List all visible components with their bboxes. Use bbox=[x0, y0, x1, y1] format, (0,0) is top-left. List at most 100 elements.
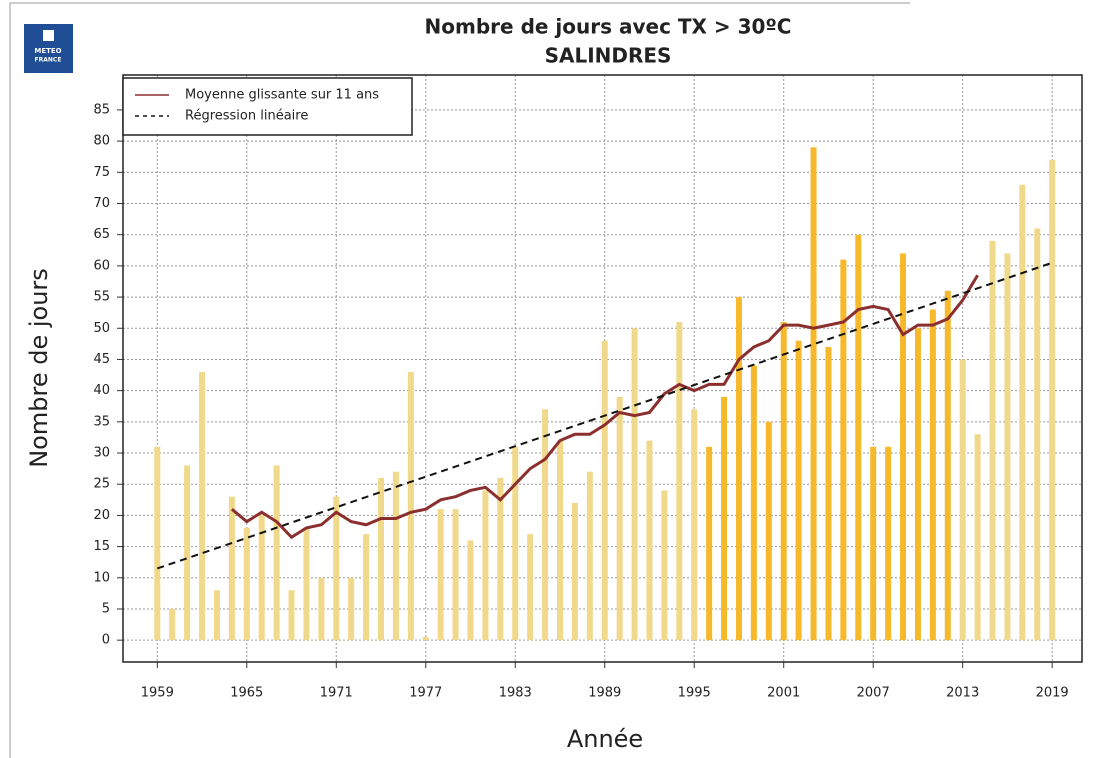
bar bbox=[184, 465, 191, 641]
y-tick-label: 55 bbox=[93, 290, 110, 305]
bar bbox=[765, 421, 772, 641]
bar bbox=[929, 309, 936, 641]
bar bbox=[706, 446, 713, 641]
x-axis-label: Année bbox=[567, 725, 643, 753]
plot-frame bbox=[122, 74, 1083, 663]
legend-label: Régression linéaire bbox=[185, 109, 308, 124]
legend-box bbox=[122, 77, 413, 136]
bar bbox=[1019, 184, 1026, 641]
line-series bbox=[230, 274, 979, 540]
x-tick-label: 1971 bbox=[320, 686, 353, 701]
y-tick-label: 75 bbox=[93, 165, 110, 180]
bar bbox=[527, 534, 534, 641]
bar bbox=[691, 409, 698, 641]
bar bbox=[303, 527, 310, 641]
bar bbox=[482, 490, 489, 641]
y-tick-label: 35 bbox=[93, 414, 110, 429]
bar bbox=[989, 240, 996, 641]
bar bbox=[452, 509, 459, 641]
bar bbox=[556, 440, 563, 641]
bar bbox=[631, 328, 638, 641]
y-tick-label: 70 bbox=[93, 196, 110, 211]
bar bbox=[676, 322, 683, 641]
logo-icon bbox=[43, 30, 54, 41]
y-tick-label: 0 bbox=[102, 633, 110, 648]
x-tick-label: 1995 bbox=[678, 686, 711, 701]
y-tick-label: 5 bbox=[102, 601, 110, 616]
y-tick-label: 50 bbox=[93, 321, 110, 336]
y-tick-label: 45 bbox=[93, 352, 110, 367]
bar bbox=[392, 471, 399, 641]
bar bbox=[467, 540, 474, 641]
y-tick-label: 25 bbox=[93, 477, 110, 492]
x-tick-label: 2007 bbox=[857, 686, 890, 701]
bar bbox=[885, 446, 892, 641]
bar bbox=[348, 577, 355, 641]
y-tick-label: 65 bbox=[93, 227, 110, 242]
bar bbox=[810, 147, 817, 641]
bar bbox=[422, 637, 429, 641]
bar bbox=[228, 496, 235, 641]
y-tick-label: 15 bbox=[93, 539, 110, 554]
y-tick-label: 30 bbox=[93, 446, 110, 461]
bar bbox=[974, 434, 981, 641]
y-tick-label: 80 bbox=[93, 134, 110, 149]
bar bbox=[646, 440, 653, 641]
bar bbox=[243, 527, 250, 641]
bar bbox=[378, 477, 385, 641]
x-tick-label: 1977 bbox=[409, 686, 442, 701]
line-series bbox=[156, 261, 1053, 570]
x-tick-label: 2019 bbox=[1036, 686, 1069, 701]
y-axis-label: Nombre de jours bbox=[25, 268, 53, 468]
x-tick-label: 2013 bbox=[946, 686, 979, 701]
chart-title: Nombre de jours avec TX > 30ºC bbox=[425, 15, 792, 39]
y-tick-label: 85 bbox=[93, 102, 110, 117]
bar bbox=[407, 371, 414, 641]
bar bbox=[735, 297, 742, 641]
bar bbox=[900, 253, 907, 641]
bar bbox=[1004, 253, 1011, 641]
bar bbox=[1049, 159, 1056, 641]
y-tick-label: 20 bbox=[93, 508, 110, 523]
logo-text: FRANCE bbox=[35, 57, 62, 64]
y-tick-label: 60 bbox=[93, 258, 110, 273]
bar bbox=[542, 409, 549, 641]
bar bbox=[944, 290, 951, 641]
bar bbox=[840, 259, 847, 641]
bar bbox=[616, 396, 623, 641]
bar bbox=[795, 340, 802, 641]
bar bbox=[855, 234, 862, 641]
x-tick-label: 2001 bbox=[767, 686, 800, 701]
x-tick-label: 1959 bbox=[141, 686, 174, 701]
bar bbox=[154, 446, 161, 641]
x-tick-label: 1989 bbox=[588, 686, 621, 701]
y-tick-label: 40 bbox=[93, 383, 110, 398]
x-tick-label: 1983 bbox=[499, 686, 532, 701]
bar bbox=[780, 322, 787, 641]
bar bbox=[1034, 228, 1041, 641]
legend-label: Moyenne glissante sur 11 ans bbox=[185, 88, 379, 103]
logo-text: METEO bbox=[34, 47, 61, 55]
bar bbox=[601, 340, 608, 641]
bar bbox=[199, 371, 206, 641]
bar bbox=[750, 365, 757, 641]
bar bbox=[914, 328, 921, 641]
chart-subtitle: SALINDRES bbox=[545, 44, 672, 68]
bar bbox=[273, 465, 280, 641]
bar bbox=[258, 515, 265, 641]
bar bbox=[825, 346, 832, 641]
bar bbox=[318, 577, 325, 641]
bar bbox=[169, 608, 176, 641]
bar bbox=[437, 509, 444, 641]
bar bbox=[333, 496, 340, 641]
bar bbox=[721, 396, 728, 641]
bar bbox=[288, 590, 295, 641]
bar bbox=[870, 446, 877, 641]
bar bbox=[959, 359, 966, 641]
bar bbox=[213, 590, 220, 641]
bar bbox=[363, 534, 370, 641]
bar bbox=[661, 490, 668, 641]
bar bbox=[497, 477, 504, 641]
x-tick-label: 1965 bbox=[230, 686, 263, 701]
